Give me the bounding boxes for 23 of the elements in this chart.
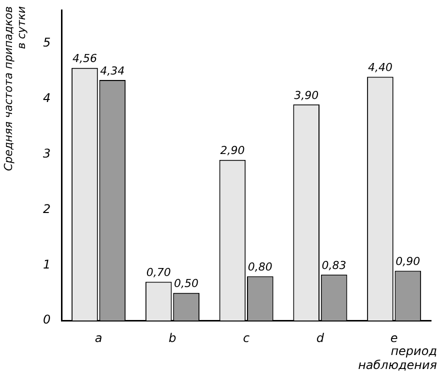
data-label: 3,90: [294, 88, 319, 102]
x-tick-label: d: [316, 330, 324, 345]
x-tick-label: b: [168, 330, 177, 345]
data-label: 4,40: [368, 61, 392, 74]
x-tick-label: c: [243, 330, 250, 345]
x-axis-title: период наблюдения: [357, 344, 437, 372]
data-label: 4,34: [100, 64, 125, 78]
y-tick-label: 0: [42, 312, 51, 327]
y-tick-label: 2: [42, 202, 51, 216]
data-label: 0,50: [174, 277, 199, 290]
data-label: 0,80: [248, 260, 272, 274]
x-tick-label: e: [390, 330, 398, 345]
y-axis-title: Средняя частота припадков в сутки: [2, 6, 28, 171]
data-label: 0,83: [322, 258, 346, 272]
data-label: 2,90: [220, 144, 245, 158]
y-tick-label: 1: [42, 257, 51, 272]
data-label: 0,70: [146, 266, 171, 280]
y-tick-label: 5: [42, 36, 51, 50]
data-label: 0,90: [396, 255, 420, 268]
x-tick-label: a: [94, 330, 102, 345]
data-label: 4,56: [72, 52, 97, 66]
y-tick-label: 4: [42, 91, 51, 106]
y-tick-label: 3: [42, 146, 51, 160]
